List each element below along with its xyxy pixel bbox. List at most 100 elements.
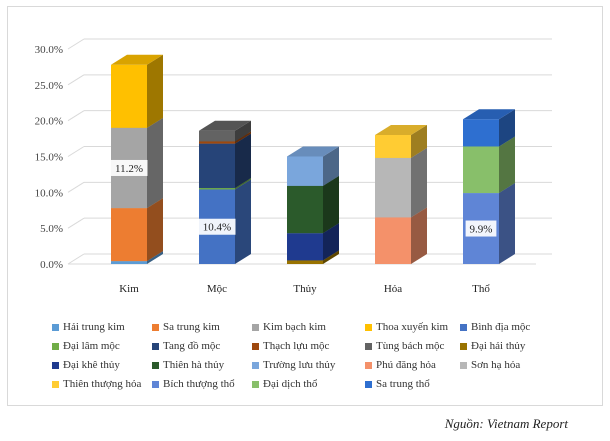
bar-side — [235, 133, 251, 189]
legend-label: Phú đăng hỏa — [376, 359, 436, 371]
legend-swatch — [152, 361, 159, 369]
legend-label: Trường lưu thủy — [263, 359, 336, 371]
legend-swatch — [52, 361, 59, 369]
legend-item: Sơn hạ hỏa — [460, 359, 520, 371]
legend-label: Đại lâm mộc — [63, 340, 120, 352]
legend-item: Kim bạch kim — [252, 321, 326, 333]
bar-side — [147, 198, 163, 262]
legend-item: Sa trung kim — [152, 321, 220, 333]
gridline-depth — [67, 217, 85, 229]
gridline-depth — [67, 74, 85, 86]
legend-label: Hải trung kim — [63, 321, 125, 333]
bar-side — [235, 178, 251, 190]
y-tick-label: 20.0% — [35, 116, 63, 128]
legend-swatch — [365, 323, 372, 331]
stacked-3d-column-chart: 0.0% 5.0% 10.0% 15.0% 20.0% 25.0% 30.0% Kim Mộc T… — [35, 38, 552, 295]
bar-side — [411, 147, 427, 218]
bar-top — [287, 146, 339, 157]
legend-item: Thạch lựu mộc — [252, 340, 329, 352]
data-label: 10.4% — [203, 222, 231, 234]
category-label: Kim — [119, 283, 139, 295]
bar-segment — [463, 146, 499, 194]
legend-swatch — [52, 342, 59, 350]
legend-item: Sa trung thổ — [365, 378, 430, 390]
legend-label: Thiên thượng hỏa — [63, 378, 142, 390]
bar-side — [499, 136, 515, 194]
y-tick-label: 10.0% — [35, 187, 63, 199]
data-label-box — [198, 218, 236, 235]
y-tick-label: 5.0% — [40, 223, 63, 235]
category-label: Mộc — [207, 283, 227, 295]
legend-swatch — [460, 361, 467, 369]
legend-label: Đại hải thủy — [471, 340, 526, 352]
legend-label: Thạch lựu mộc — [263, 340, 330, 352]
bar-segment — [375, 217, 411, 264]
category-label: Thủy — [293, 283, 317, 295]
legend-swatch — [252, 323, 259, 331]
y-tick-label: 30.0% — [35, 44, 63, 56]
bar-segment — [111, 208, 147, 262]
bar-side — [235, 131, 251, 144]
legend-label: Thiên hà thủy — [163, 359, 225, 371]
legend-swatch — [252, 380, 259, 388]
bar-side — [235, 120, 251, 142]
gridline-depth — [67, 146, 85, 157]
legend-swatch — [52, 380, 59, 388]
bar-side — [323, 146, 339, 186]
legend-swatch — [52, 323, 59, 331]
legend-item: Tang đồ mộc — [152, 340, 220, 352]
legend-label: Đại khê thủy — [63, 359, 120, 371]
legend-item: Bình địa mộc — [460, 321, 530, 333]
bar-side — [147, 117, 163, 209]
legend-item: Tùng bách mộc — [365, 340, 444, 352]
source-note: Nguồn: Vietnam Report — [444, 416, 568, 431]
bar-segment — [111, 64, 147, 128]
bar-segment — [463, 119, 499, 147]
legend-label: Bình địa mộc — [471, 321, 531, 333]
bar-segment — [199, 188, 235, 190]
bar-side — [323, 250, 339, 264]
legend-label: Đại dịch thổ — [263, 378, 318, 390]
legend-swatch — [365, 361, 372, 369]
data-label: 9.9% — [470, 224, 493, 236]
bar-top — [111, 54, 163, 65]
legend-swatch — [252, 361, 259, 369]
legend-item: Đại dịch thổ — [252, 378, 317, 390]
bar-side — [411, 125, 427, 158]
gridline-depth — [67, 38, 85, 50]
legend-swatch — [365, 380, 372, 388]
legend-swatch — [460, 323, 467, 331]
legend-item: Trường lưu thủy — [252, 359, 335, 371]
bar-segment — [287, 233, 323, 261]
bar-segment — [199, 130, 235, 142]
bar-segment — [287, 260, 323, 264]
bar-top — [375, 125, 427, 135]
legend-item: Thiên thượng hỏa — [52, 378, 141, 390]
gridline-depth — [67, 181, 85, 193]
legend-item: Đại hải thủy — [460, 340, 525, 352]
bar-top — [463, 109, 515, 120]
y-tick-label: 0.0% — [40, 259, 63, 271]
data-label-box — [110, 159, 148, 176]
bar-top — [199, 120, 251, 131]
legend-label: Sa trung thổ — [376, 378, 430, 390]
bar-segment — [199, 141, 235, 144]
legend-swatch — [152, 342, 159, 350]
bar-segment — [375, 135, 411, 158]
legend-swatch — [152, 323, 159, 331]
bar-side — [235, 179, 251, 264]
legend-item: Phú đăng hỏa — [365, 359, 436, 371]
legend-item: Đại lâm mộc — [52, 340, 120, 352]
gridline-depth — [67, 253, 85, 265]
gridline-depth — [67, 110, 85, 122]
bar-segment — [199, 143, 235, 189]
bar-side — [323, 175, 339, 234]
legend-swatch — [252, 342, 259, 350]
category-label: Hỏa — [384, 283, 402, 295]
y-tick-label: 25.0% — [35, 80, 63, 92]
legend-item: Thiên hà thủy — [152, 359, 224, 371]
legend-swatch — [460, 342, 467, 350]
data-label-box — [465, 220, 497, 237]
legend-label: Thoa xuyến kim — [376, 321, 449, 333]
bar-side — [147, 251, 163, 264]
